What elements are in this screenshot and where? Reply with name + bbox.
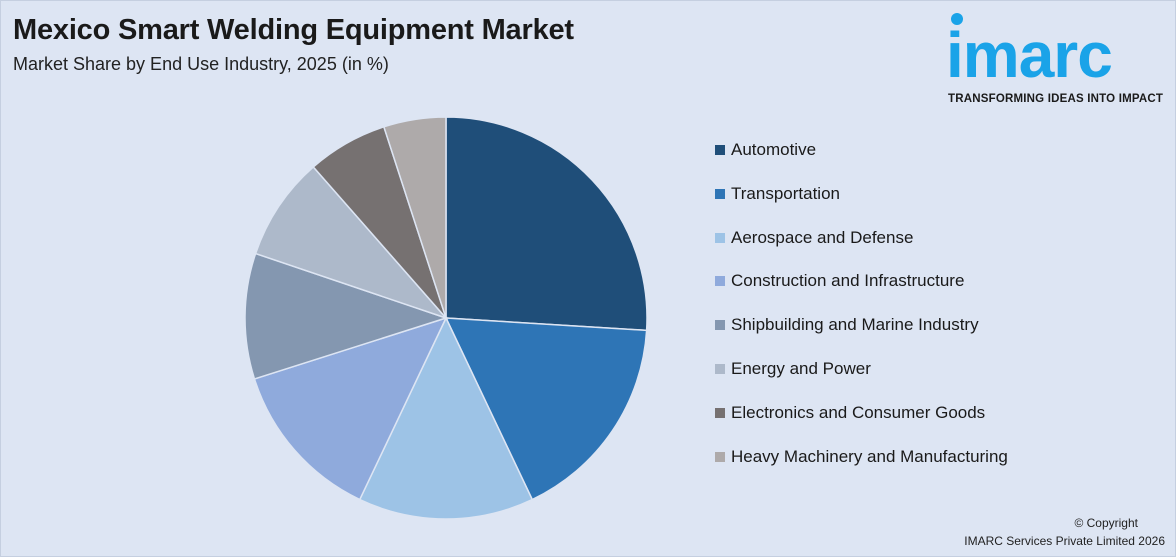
legend-item: Construction and Infrastructure [715,270,1008,292]
legend-label: Automotive [731,140,817,159]
chart-title: Mexico Smart Welding Equipment Market [13,14,574,46]
legend-item: Energy and Power [715,358,1008,380]
legend-label: Construction and Infrastructure [731,271,965,291]
legend-swatch [715,232,725,243]
legend-item: Automotive [715,139,1008,161]
legend-item: Aerospace and Defense [715,227,1008,249]
legend-swatch [715,145,725,155]
pie-slice-aerospace-and-defense [358,316,534,520]
legend-item: Heavy Machinery and Manufacturing [715,446,1008,468]
legend-label: Shipbuilding and Marine Industry [731,315,979,335]
legend-label: Electronics and Consumer Goods [731,402,986,422]
legend-label: Energy and Power [731,358,871,378]
legend-label: Aerospace and Defense [731,227,914,247]
legend-swatch [715,188,725,199]
legend-swatch [715,451,725,462]
company-text: IMARC Services Private Limited 2026 [964,534,1165,548]
legend-swatch [715,276,725,287]
pie-slice-energy-and-power [254,165,449,320]
legend-item: Transportation [715,183,1008,205]
pie-slice-shipbuilding-and-marine-industry [244,252,449,380]
pie-slice-construction-and-infrastructure [253,316,448,501]
logo-dot [951,13,963,25]
legend-swatch [715,363,725,374]
chart-legend: Automotive Transportation Aerospace and De… [715,139,1008,489]
legend-item: Electronics and Consumer Goods [715,402,1008,424]
legend-label: Heavy Machinery and Manufacturing [731,446,1008,466]
pie-slice-heavy-machinery-and-manufacturing [382,116,447,319]
imarc-logo: imarc TRANSFORMING IDEAS INTO IMPACT [946,12,1171,112]
legend-swatch [715,320,725,331]
legend-swatch [715,407,725,418]
chart-subtitle: Market Share by End Use Industry, 2025 (… [13,54,389,74]
logo-wordmark: imarc [946,19,1113,91]
pie-slice-automotive [445,116,648,332]
pie-chart [244,116,648,520]
logo-tagline: TRANSFORMING IDEAS INTO IMPACT [948,93,1164,105]
copyright-text: © Copyright [1074,516,1138,530]
legend-item: Shipbuilding and Marine Industry [715,314,1008,336]
pie-slice-transportation [444,317,648,501]
legend-label: Transportation [731,183,840,203]
